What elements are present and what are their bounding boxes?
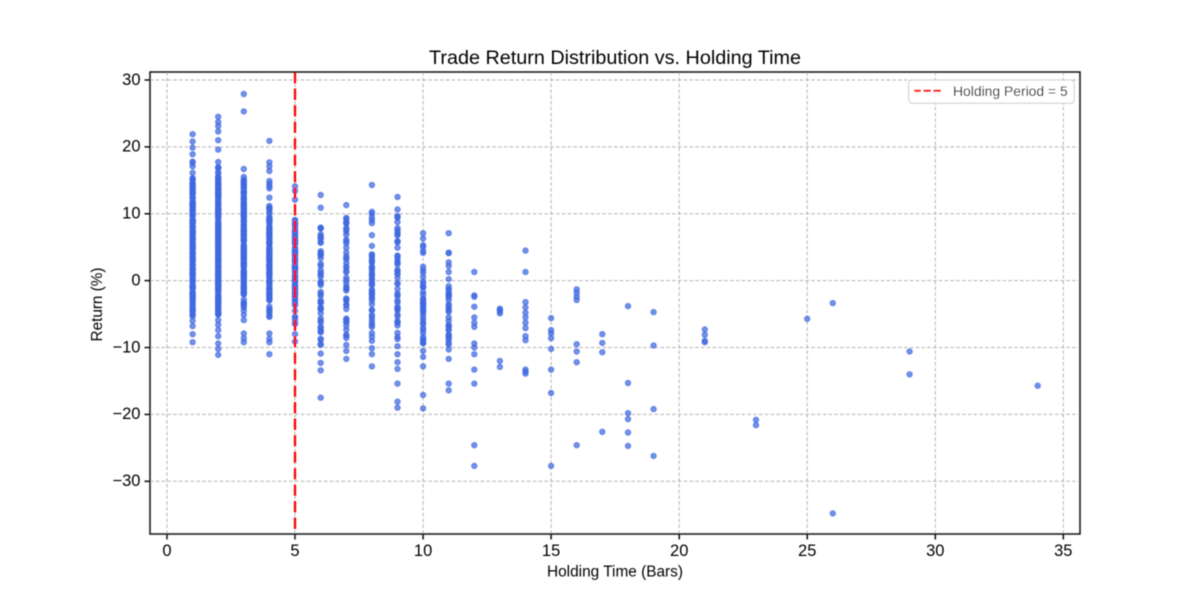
svg-text:−20: −20: [113, 405, 141, 423]
svg-text:10: 10: [414, 542, 432, 560]
svg-text:Return (%): Return (%): [89, 268, 106, 342]
svg-text:20: 20: [122, 138, 140, 156]
svg-text:20: 20: [670, 542, 688, 560]
svg-text:10: 10: [122, 205, 140, 223]
svg-text:Trade Return Distribution vs.: Trade Return Distribution vs. Holding Ti…: [429, 47, 801, 69]
svg-text:15: 15: [542, 542, 560, 560]
svg-text:30: 30: [122, 71, 140, 89]
svg-text:−10: −10: [113, 338, 141, 356]
svg-text:25: 25: [798, 542, 816, 560]
svg-text:5: 5: [290, 542, 299, 560]
svg-text:30: 30: [926, 542, 944, 560]
svg-text:−30: −30: [113, 472, 141, 490]
svg-text:0: 0: [131, 271, 140, 289]
svg-text:0: 0: [162, 542, 171, 560]
svg-text:Holding Time (Bars): Holding Time (Bars): [547, 563, 683, 580]
svg-text:35: 35: [1054, 542, 1072, 560]
svg-text:Holding Period = 5: Holding Period = 5: [953, 83, 1068, 99]
